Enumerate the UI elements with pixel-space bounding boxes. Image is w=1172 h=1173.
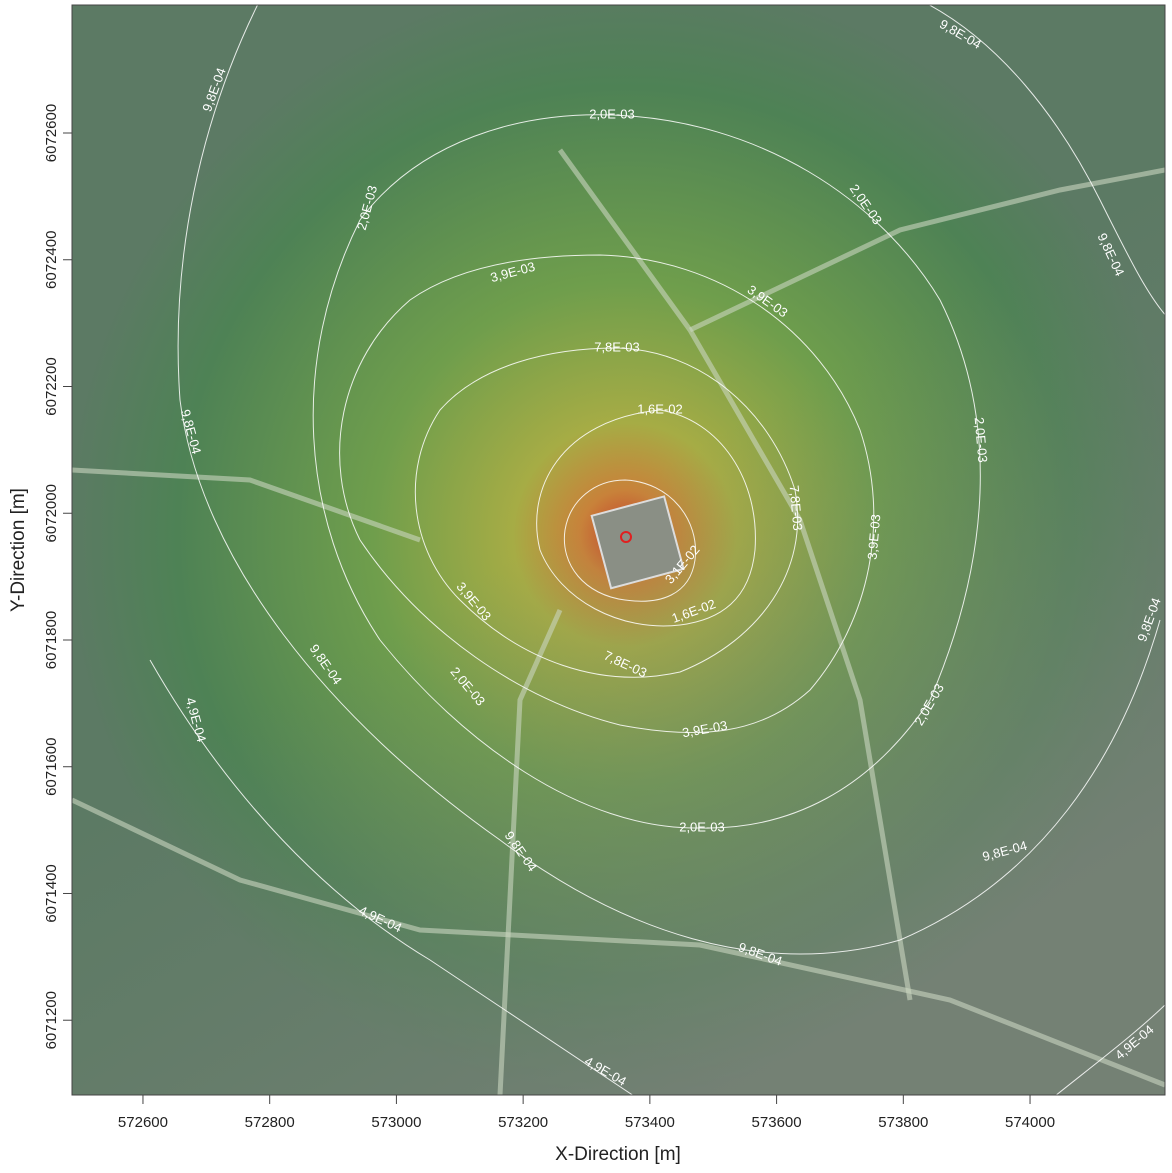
x-axis-label: X-Direction [m] <box>555 1144 681 1165</box>
y-tick-label: 6071400 <box>43 864 60 922</box>
contour-label: 2,0E-03 <box>589 106 635 121</box>
contour-line <box>312 114 981 829</box>
x-tick-label: 573800 <box>878 1114 928 1131</box>
y-tick-label: 6072000 <box>43 484 60 542</box>
x-tick-label: 572800 <box>245 1114 295 1131</box>
road <box>72 797 1165 1088</box>
x-tick-label: 573200 <box>498 1114 548 1131</box>
map-area: 4,9E-044,9E-044,9E-044,9E-049,8E-049,8E-… <box>72 5 1165 1095</box>
y-axis-label: Y-Direction [m] <box>8 488 29 612</box>
contour-label: 1,6E-02 <box>637 401 683 416</box>
y-tick-label: 6072400 <box>43 231 60 289</box>
road <box>688 167 1165 333</box>
roads <box>72 148 1165 1095</box>
y-tick-label: 6071200 <box>43 991 60 1049</box>
contour-label: 7,8E-03 <box>787 485 806 532</box>
contour-label: 3,9E-03 <box>864 514 883 561</box>
plot-frame <box>71 4 1166 1096</box>
source <box>620 531 632 543</box>
contour-line <box>149 659 1165 1095</box>
facility <box>590 495 685 590</box>
road <box>72 467 421 543</box>
y-tick-label: 6072600 <box>43 104 60 162</box>
x-tick-label: 573000 <box>371 1114 421 1131</box>
y-tick-label: 6072200 <box>43 357 60 415</box>
x-tick-label: 574000 <box>1005 1114 1055 1131</box>
x-tick-label: 573600 <box>752 1114 802 1131</box>
contour-line <box>177 5 1165 955</box>
road <box>557 148 913 1001</box>
contour-line <box>563 479 697 602</box>
road <box>497 608 563 1095</box>
contour-line <box>339 254 875 734</box>
contour-line <box>536 409 756 627</box>
contour-label: 2,0E-03 <box>972 417 991 464</box>
y-tick-label: 6071600 <box>43 738 60 796</box>
x-tick-label: 573400 <box>625 1114 675 1131</box>
contour-line <box>414 347 799 678</box>
contour-label: 7,8E-03 <box>594 339 640 354</box>
x-tick-label: 572600 <box>118 1114 168 1131</box>
contour-label: 2,0E-03 <box>679 819 725 834</box>
y-tick-label: 6071800 <box>43 611 60 669</box>
